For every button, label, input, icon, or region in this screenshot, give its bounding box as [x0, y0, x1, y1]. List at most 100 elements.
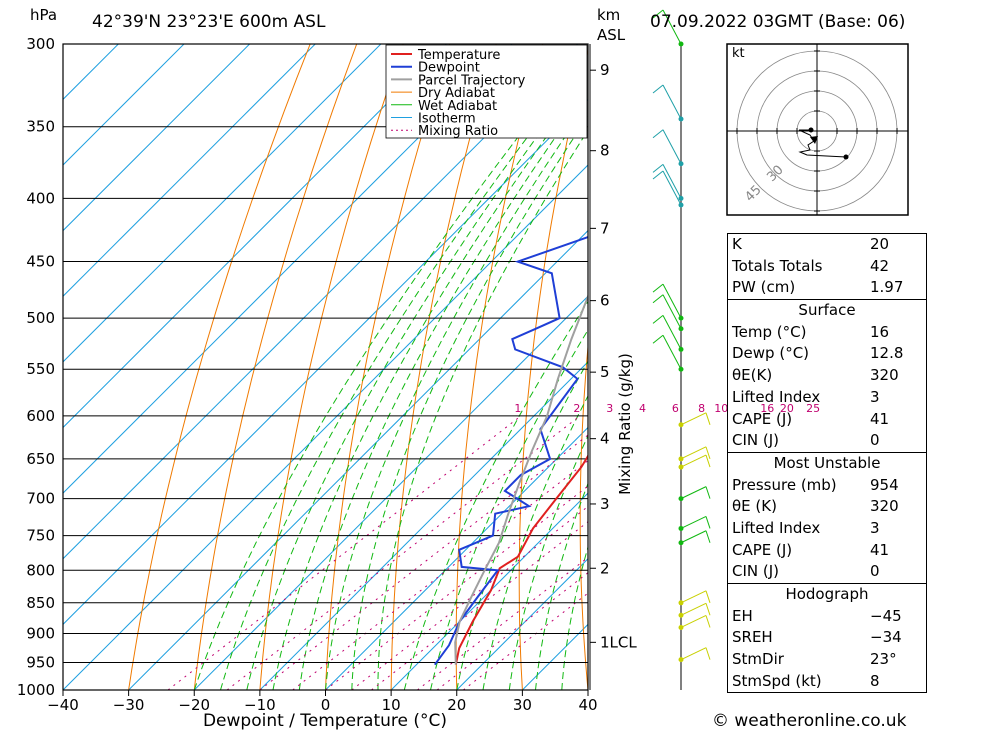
- wind-barb-dot: [678, 161, 684, 167]
- wind-barb-staff: [680, 602, 707, 616]
- wind-barb-staff: [662, 84, 682, 120]
- legend-label: Temperature: [417, 48, 500, 63]
- mixing-ratio-line: [292, 459, 588, 690]
- hodograph-row-value: −34: [870, 628, 902, 647]
- x-axis-title: Dewpoint / Temperature (°C): [203, 711, 447, 731]
- wind-barb-flag: [652, 283, 664, 293]
- pressure-tick-label: 500: [26, 309, 55, 327]
- most-unstable-row: CIN (J) 0: [732, 561, 922, 583]
- wind-barb-dot: [678, 657, 684, 663]
- isotherm-line: [63, 44, 382, 363]
- wind-barb-flag: [652, 314, 664, 324]
- wind-barb-staff: [680, 590, 707, 604]
- km-tick-label: 3: [600, 495, 610, 513]
- most-unstable-row-value: 954: [870, 475, 899, 494]
- pressure-tick-label: 850: [26, 594, 55, 612]
- most-unstable-row: Pressure (mb) 954: [732, 475, 922, 497]
- wind-barb-flag: [652, 129, 664, 139]
- pressure-tick-label: 350: [26, 118, 55, 136]
- wind-barb-flag: [652, 163, 664, 173]
- km-tick-label: 7: [600, 219, 610, 237]
- surface-row-label: Lifted Index: [732, 387, 821, 406]
- plot-frame: [62, 43, 589, 691]
- wet-adiabat-line: [220, 57, 588, 690]
- pressure-tick-label: 800: [26, 561, 55, 579]
- asl-unit: ASL: [597, 26, 626, 44]
- surface-row-label: Dewp (°C): [732, 344, 810, 363]
- most-unstable-row-label: CIN (J): [732, 562, 780, 581]
- wet-adiabat-line: [403, 300, 588, 690]
- pressure-tick-label: 650: [26, 450, 55, 468]
- wind-barb-staff: [680, 515, 707, 529]
- wind-barb-dot: [678, 464, 684, 470]
- pressure-tick-label: 550: [26, 360, 55, 378]
- wind-barb-dot: [678, 496, 684, 502]
- wind-barb-flag: [652, 9, 664, 19]
- most-unstable-row: CAPE (J) 41: [732, 540, 922, 562]
- temperature-line: [454, 454, 588, 665]
- most-unstable-row-label: θE (K): [732, 497, 777, 516]
- hpa-unit: hPa: [30, 6, 57, 24]
- wind-barb-flag: [705, 615, 711, 628]
- mixing-ratio-label: 10: [714, 402, 728, 415]
- dry-adiabat-line: [959, 44, 1000, 690]
- index-row: K 20: [732, 234, 922, 256]
- pressure-tick-label: 1000: [17, 681, 55, 699]
- surface-row: Lifted Index 3: [732, 387, 922, 409]
- km-unit: km: [597, 6, 620, 24]
- pressure-tick-label: 900: [26, 624, 55, 642]
- surface-row: Dewp (°C) 12.8: [732, 343, 922, 365]
- dry-adiabat-line: [259, 44, 404, 690]
- surface-row-value: 12.8: [870, 344, 904, 363]
- wind-barb-staff: [680, 647, 707, 661]
- surface-row-value: 41: [870, 409, 890, 428]
- km-tick-label: 4: [600, 430, 610, 448]
- wind-barb-staff: [680, 454, 707, 468]
- most-unstable-row: Lifted Index 3: [732, 518, 922, 540]
- wind-barb-staff: [662, 129, 682, 164]
- km-tick-label: 2: [600, 559, 610, 577]
- index-row-value: 20: [870, 235, 890, 253]
- wind-barb-dot: [678, 624, 684, 630]
- indices-top-block: K 20 Totals Totals 42 PW (cm) 1.97: [727, 233, 927, 301]
- mixing-ratio-label: 4: [639, 402, 646, 415]
- x-tick-label: 10: [382, 696, 401, 714]
- wet-adiabat-line: [508, 434, 588, 690]
- index-row: Totals Totals 42: [732, 256, 922, 278]
- wind-barb-staff: [662, 170, 682, 206]
- copyright: © weatheronline.co.uk: [712, 711, 907, 731]
- legend-label: Wet Adiabat: [418, 99, 497, 114]
- isotherm-line: [128, 229, 588, 690]
- wind-barb-staff: [680, 615, 707, 628]
- wind-barb-flag: [705, 647, 711, 660]
- mixing-ratio-line: [417, 556, 588, 690]
- hodograph-row: SREH −34: [732, 627, 922, 649]
- index-row-label: K: [732, 235, 742, 253]
- wind-barb-dot: [678, 540, 684, 546]
- index-row-value: 42: [870, 256, 890, 275]
- pressure-tick-label: 300: [26, 35, 55, 53]
- wind-barb-staff: [662, 315, 682, 350]
- hodograph-row-label: StmDir: [732, 650, 784, 669]
- surface-row-label: θE(K): [732, 366, 773, 385]
- surface-row: Temp (°C) 16: [732, 322, 922, 344]
- mixing-ratio-label: 25: [806, 402, 820, 415]
- wind-barb-dot: [678, 456, 684, 462]
- wind-barb-flag: [705, 590, 711, 603]
- isotherm-line: [63, 44, 316, 297]
- datetime: 07.09.2022 03GMT (Base: 06): [650, 12, 905, 32]
- mixing-ratio-line: [167, 415, 522, 690]
- surface-row: CIN (J) 0: [732, 430, 922, 452]
- isotherm-line: [456, 558, 588, 690]
- pressure-tick-label: 400: [26, 189, 55, 207]
- wind-barb-dot: [678, 315, 684, 321]
- surface-row-label: Temp (°C): [732, 322, 807, 341]
- surface-row-value: 0: [870, 431, 880, 450]
- wind-barb-staff: [662, 334, 682, 370]
- hodograph-row-label: StmSpd (kt): [732, 671, 822, 690]
- most-unstable-row: θE (K) 320: [732, 496, 922, 518]
- wind-barb-flag: [705, 486, 711, 499]
- wind-barb-dot: [678, 525, 684, 531]
- pressure-tick-label: 750: [26, 527, 55, 545]
